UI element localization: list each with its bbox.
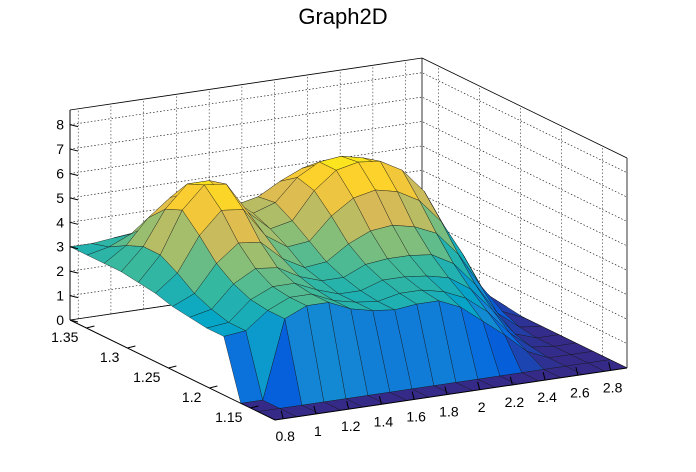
x-tick-label: 2 bbox=[478, 399, 486, 415]
x-tick-label: 1.4 bbox=[374, 413, 394, 429]
y-tick-label: 1.35 bbox=[51, 329, 78, 345]
x-tick bbox=[509, 376, 513, 386]
surface-mesh bbox=[69, 155, 628, 421]
x-tick bbox=[575, 367, 579, 376]
z-tick bbox=[69, 221, 79, 225]
x-tick bbox=[378, 396, 382, 405]
x-tick bbox=[411, 391, 415, 400]
x-tick bbox=[346, 400, 350, 410]
z-gridline bbox=[69, 72, 628, 173]
x-tick-label: 1 bbox=[314, 423, 322, 439]
z-tick-label: 5 bbox=[56, 190, 64, 206]
z-tick-label: 0 bbox=[56, 312, 64, 328]
chart-title: Graph2D bbox=[298, 4, 387, 29]
y-tick-label: 1.3 bbox=[100, 349, 120, 365]
x-tick bbox=[280, 410, 284, 419]
z-gridline bbox=[69, 218, 628, 320]
y-tick bbox=[250, 405, 259, 409]
x-tick-label: 1.8 bbox=[439, 404, 459, 420]
x-tick-label: 2.2 bbox=[505, 394, 525, 410]
y-tick bbox=[127, 345, 136, 349]
z-tick-label: 4 bbox=[56, 214, 64, 230]
x-tick bbox=[313, 405, 317, 415]
axis-frame-front bbox=[69, 110, 628, 421]
frame-edge bbox=[421, 57, 628, 159]
z-tick-label: 8 bbox=[56, 117, 64, 133]
z-tick-label: 7 bbox=[56, 141, 64, 157]
z-tick bbox=[69, 148, 79, 152]
z-tick bbox=[69, 173, 79, 176]
x-tick bbox=[477, 381, 481, 390]
z-tick bbox=[69, 270, 79, 274]
z-tick bbox=[69, 319, 79, 323]
z-gridline bbox=[69, 96, 628, 198]
z-gridline bbox=[69, 145, 628, 247]
z-tick-label: 1 bbox=[56, 288, 64, 304]
z-gridline bbox=[69, 243, 628, 344]
z-gridline bbox=[69, 194, 628, 295]
x-tick-label: 1.6 bbox=[406, 408, 426, 424]
axis-line bbox=[69, 319, 276, 421]
z-tick bbox=[69, 246, 79, 250]
z-tick bbox=[69, 197, 79, 201]
y-tick bbox=[168, 365, 177, 369]
z-tick-label: 3 bbox=[56, 239, 64, 255]
z-gridline bbox=[69, 169, 628, 271]
y-tick-label: 1.2 bbox=[182, 389, 202, 405]
x-tick bbox=[444, 386, 448, 395]
x-tick-label: 2.8 bbox=[603, 379, 623, 395]
x-tick bbox=[608, 362, 612, 371]
x-tick-label: 0.8 bbox=[275, 428, 295, 444]
y-tick bbox=[209, 385, 218, 389]
x-tick-label: 2.4 bbox=[537, 389, 557, 405]
frame-edge bbox=[69, 57, 423, 111]
tick-labels: 0 1 2 3 4 5 6 7 8 1.15 1.2 1.25 1.3 1.35 0.8 1 1.2 1.4 1.6… bbox=[51, 117, 622, 444]
z-gridline bbox=[69, 121, 628, 222]
z-tick bbox=[69, 295, 79, 299]
z-tick-label: 2 bbox=[56, 263, 64, 279]
y-tick bbox=[86, 325, 95, 329]
z-tick bbox=[69, 124, 79, 128]
axis-line bbox=[274, 367, 628, 421]
x-tick-label: 2.6 bbox=[570, 384, 590, 400]
y-tick-label: 1.15 bbox=[215, 409, 242, 425]
y-tick-label: 1.25 bbox=[133, 369, 160, 385]
x-tick-label: 1.2 bbox=[341, 418, 361, 434]
x-tick bbox=[542, 371, 546, 381]
z-tick-label: 6 bbox=[56, 165, 64, 181]
